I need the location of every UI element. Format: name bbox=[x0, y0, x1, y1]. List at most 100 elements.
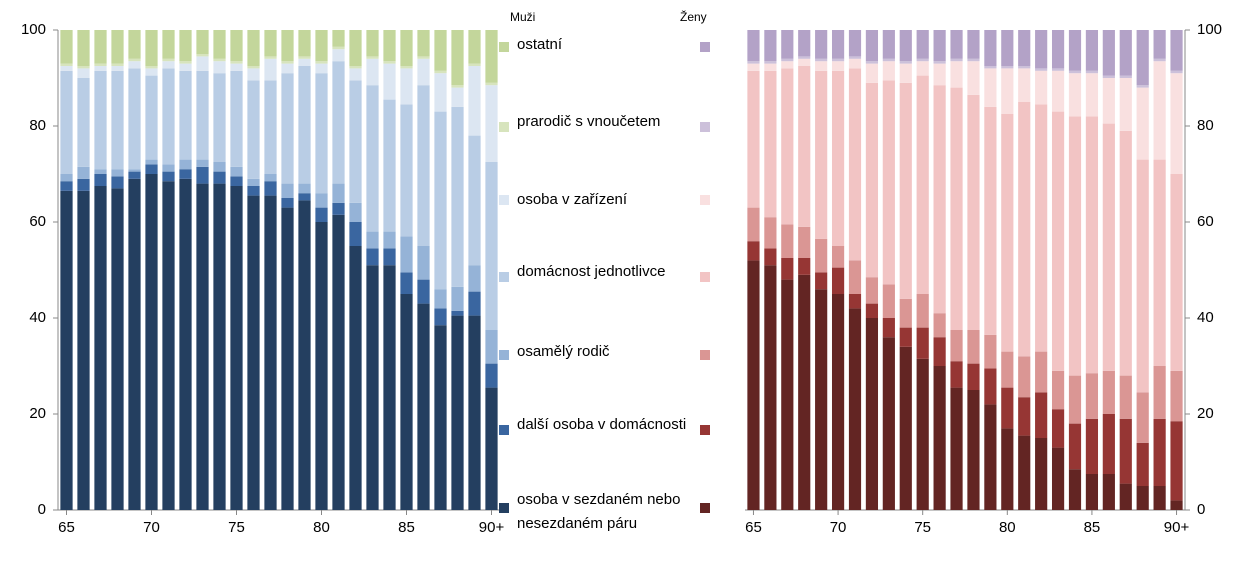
bar-segment bbox=[747, 207, 760, 242]
bar-segment bbox=[485, 30, 498, 83]
bar-segment bbox=[60, 70, 73, 174]
bar-segment bbox=[196, 30, 209, 54]
bar-segment bbox=[1102, 78, 1115, 124]
chart-title: Ženy bbox=[680, 9, 707, 24]
bar-segment bbox=[94, 63, 107, 66]
bar-segment bbox=[865, 318, 879, 510]
bar-segment bbox=[332, 214, 345, 511]
legend-swatch bbox=[700, 425, 710, 435]
bar-segment bbox=[882, 318, 895, 338]
bar-segment bbox=[417, 303, 430, 510]
bar-segment bbox=[94, 66, 107, 71]
bar-segment bbox=[264, 181, 277, 196]
bar-segment bbox=[94, 30, 107, 64]
bar-segment bbox=[196, 159, 209, 167]
bar-segment bbox=[984, 334, 997, 369]
bar-segment bbox=[196, 166, 209, 184]
bar-segment bbox=[1136, 442, 1149, 486]
bar-segment bbox=[1001, 114, 1014, 352]
bar-segment bbox=[162, 181, 175, 510]
bar-segment bbox=[230, 63, 243, 71]
legend-label: domácnost jednotlivce bbox=[517, 263, 666, 280]
bar-segment bbox=[247, 178, 260, 186]
bar-segment bbox=[798, 258, 811, 275]
bar-segment bbox=[264, 80, 277, 174]
bar-segment bbox=[1119, 130, 1132, 376]
bar-segment bbox=[899, 61, 912, 64]
bar-segment bbox=[417, 279, 430, 304]
x-tick-label: 70 bbox=[143, 519, 160, 536]
bar-segment bbox=[349, 68, 362, 81]
bar-segment bbox=[247, 68, 260, 81]
bar-segment bbox=[383, 231, 396, 249]
bar-segment bbox=[417, 30, 430, 57]
bar-segment bbox=[485, 162, 498, 330]
bar-segment bbox=[60, 63, 73, 66]
bar-segment bbox=[332, 202, 345, 215]
bar-segment bbox=[1136, 85, 1149, 88]
bar-segment bbox=[128, 68, 141, 170]
bar-segment bbox=[230, 70, 243, 167]
bar-segment bbox=[916, 294, 929, 328]
bar-segment bbox=[451, 315, 464, 510]
bar-segment bbox=[230, 176, 243, 186]
bar-segment bbox=[281, 198, 294, 208]
bar-segment bbox=[1001, 30, 1014, 66]
bar-segment bbox=[1170, 421, 1183, 501]
legend-swatch bbox=[700, 350, 710, 360]
bar-segment bbox=[950, 30, 963, 59]
bar-segment bbox=[1153, 366, 1166, 419]
bar-segment bbox=[366, 265, 379, 510]
bar-segment bbox=[162, 30, 175, 59]
bar-segment bbox=[451, 310, 464, 316]
bar-segment bbox=[230, 166, 243, 177]
bar-segment bbox=[400, 30, 413, 66]
legend-swatch bbox=[499, 195, 509, 205]
bar-segment bbox=[111, 169, 124, 177]
bar-segment bbox=[1136, 30, 1149, 86]
bar-segment bbox=[848, 68, 862, 261]
bar-segment bbox=[967, 363, 980, 390]
bar-segment bbox=[1136, 87, 1149, 160]
bar-segment bbox=[1001, 387, 1014, 429]
bar-segment bbox=[984, 368, 997, 405]
bar-segment bbox=[950, 58, 963, 62]
bar-segment bbox=[815, 238, 828, 273]
bar-segment bbox=[451, 286, 464, 311]
bar-segment bbox=[831, 267, 845, 294]
legend-swatch bbox=[700, 122, 710, 132]
bar-segment bbox=[1102, 414, 1115, 474]
bar-segment bbox=[933, 85, 946, 314]
legend-label: osoba v sezdaném nebo nesezdaném páru bbox=[517, 491, 681, 532]
bar-segment bbox=[315, 63, 328, 74]
bar-segment bbox=[230, 30, 243, 62]
bar-segment bbox=[60, 30, 73, 64]
bar-segment bbox=[1085, 418, 1099, 474]
bar-segment bbox=[77, 190, 90, 511]
bar-segment bbox=[162, 68, 175, 165]
bar-segment bbox=[1068, 70, 1082, 74]
bar-segment bbox=[264, 58, 277, 81]
bar-segment bbox=[831, 30, 845, 59]
bar-segment bbox=[764, 63, 777, 71]
bar-segment bbox=[1085, 30, 1099, 71]
bar-segment bbox=[111, 63, 124, 66]
bar-segment bbox=[781, 61, 794, 69]
bar-segment bbox=[984, 404, 997, 510]
bar-segment bbox=[179, 70, 192, 160]
bar-segment bbox=[77, 166, 90, 179]
bar-segment bbox=[128, 30, 141, 59]
legend-swatch bbox=[700, 272, 710, 282]
bar-segment bbox=[366, 58, 379, 86]
bar-segment bbox=[781, 224, 794, 258]
bar-segment bbox=[315, 193, 328, 208]
bar-segment bbox=[179, 63, 192, 71]
bar-segment bbox=[848, 260, 862, 294]
x-tick-label: 65 bbox=[58, 519, 75, 536]
bar-segment bbox=[882, 61, 895, 81]
bar-segment bbox=[798, 274, 811, 510]
bar-segment bbox=[60, 181, 73, 191]
bar-segment bbox=[179, 61, 192, 64]
bar-segment bbox=[882, 284, 895, 318]
bar-segment bbox=[1018, 356, 1031, 398]
